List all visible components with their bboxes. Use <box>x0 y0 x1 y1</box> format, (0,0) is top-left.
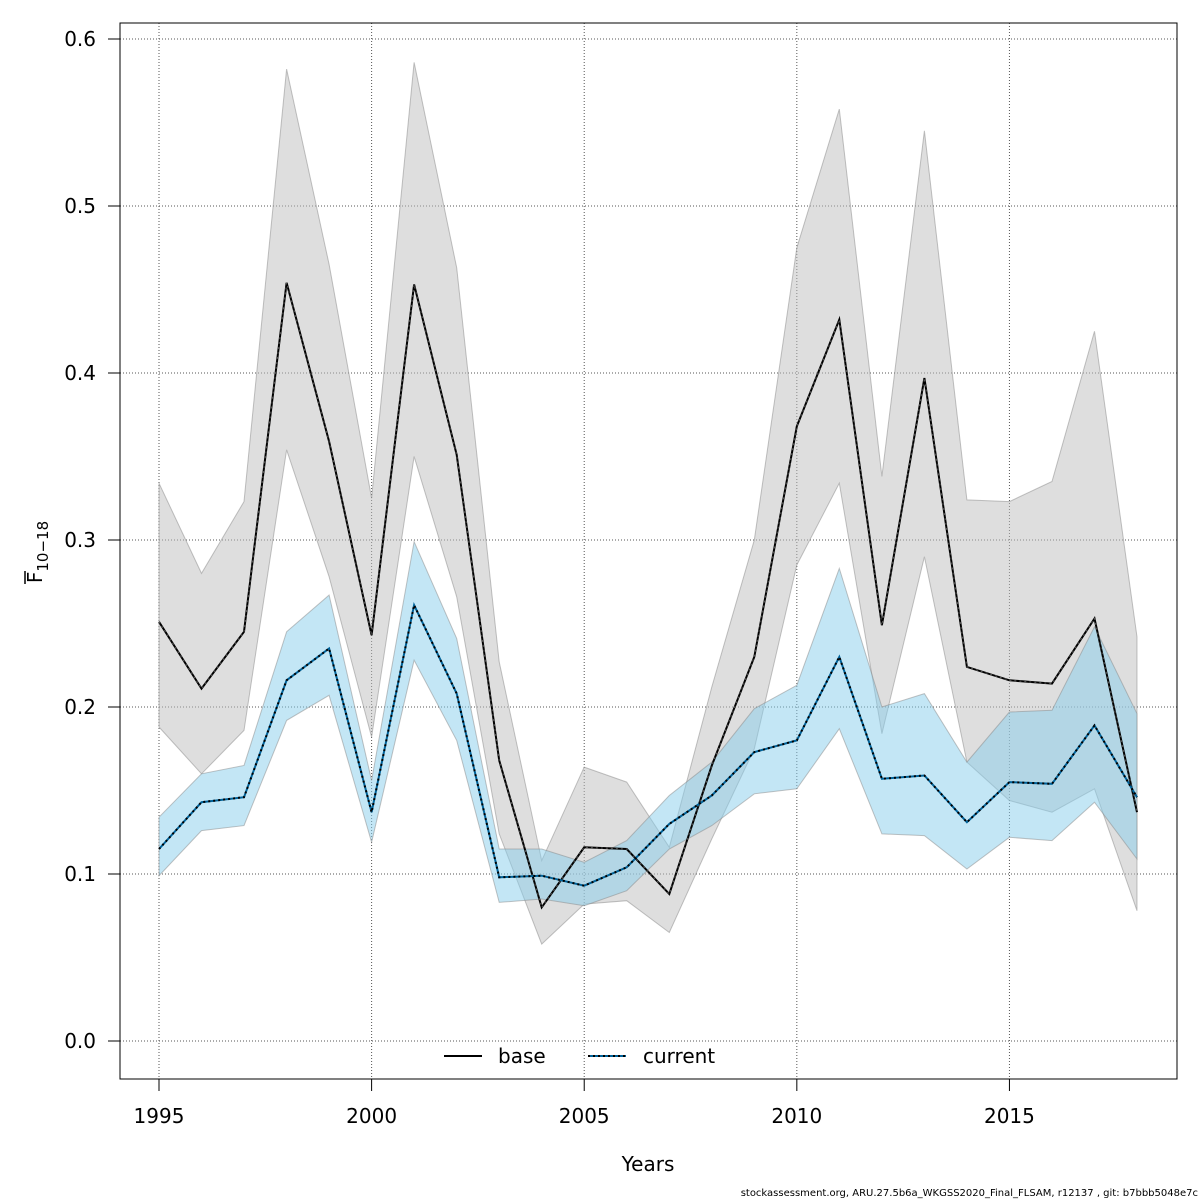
y-axis-title-main: F <box>23 572 47 584</box>
x-axis: 1995 2000 2005 2010 2015 <box>134 1079 1035 1128</box>
x-tick-label: 2015 <box>984 1104 1035 1128</box>
x-tick-label: 2010 <box>771 1104 822 1128</box>
y-tick-label: 0.6 <box>64 27 96 51</box>
y-tick-label: 0.5 <box>64 194 96 218</box>
series-lines <box>158 282 1138 910</box>
band-current <box>158 539 1138 907</box>
plot-frame <box>119 22 1178 1080</box>
x-tick-label: 1995 <box>134 1104 185 1128</box>
legend-current-label: current <box>643 1044 715 1068</box>
legend-base-label: base <box>498 1044 546 1068</box>
y-tick-label: 0.0 <box>64 1029 96 1053</box>
x-tick-label: 2005 <box>559 1104 610 1128</box>
y-axis: 0.0 0.1 0.2 0.3 0.4 0.5 0.6 <box>64 27 120 1053</box>
x-tick-label: 2000 <box>346 1104 397 1128</box>
y-tick-label: 0.4 <box>64 361 96 385</box>
y-tick-label: 0.1 <box>64 862 96 886</box>
y-axis-title-sub: 10−18 <box>34 521 52 572</box>
legend: base current <box>444 1044 715 1068</box>
line-base-overlay <box>158 282 1138 909</box>
y-tick-label: 0.3 <box>64 528 96 552</box>
y-tick-label: 0.2 <box>64 695 96 719</box>
band-base <box>158 62 1138 945</box>
footer-credit: stockassessment.org, ARU.27.5b6a_WKGSS20… <box>741 1188 1198 1199</box>
y-axis-title: F10−18 <box>23 521 52 584</box>
line-current <box>158 601 1138 887</box>
svg-text:F10−18: F10−18 <box>23 521 52 583</box>
x-axis-title: Years <box>621 1152 675 1176</box>
confidence-bands <box>158 62 1138 945</box>
